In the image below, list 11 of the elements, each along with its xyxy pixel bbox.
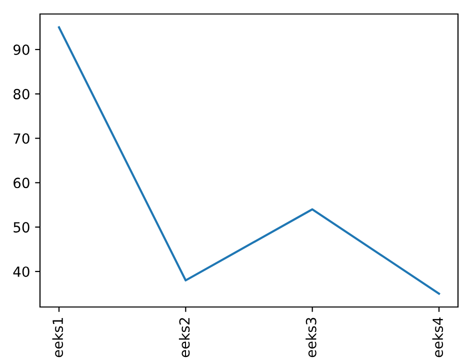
y-tick-label: 90 bbox=[13, 44, 30, 55]
y-tick-label: 70 bbox=[14, 133, 30, 144]
y-tick-label: 50 bbox=[14, 222, 30, 233]
y-tick-label: 80 bbox=[14, 88, 30, 100]
y-tick-label: 60 bbox=[14, 178, 30, 188]
line-series bbox=[58, 26, 440, 295]
x-tick-label: eeks4 bbox=[432, 318, 444, 358]
x-tick-label: eeks2 bbox=[178, 318, 190, 358]
x-tick-label: eeks1 bbox=[52, 318, 64, 358]
x-tick-label: eeks3 bbox=[306, 318, 316, 358]
y-tick-label: 40 bbox=[13, 266, 30, 277]
